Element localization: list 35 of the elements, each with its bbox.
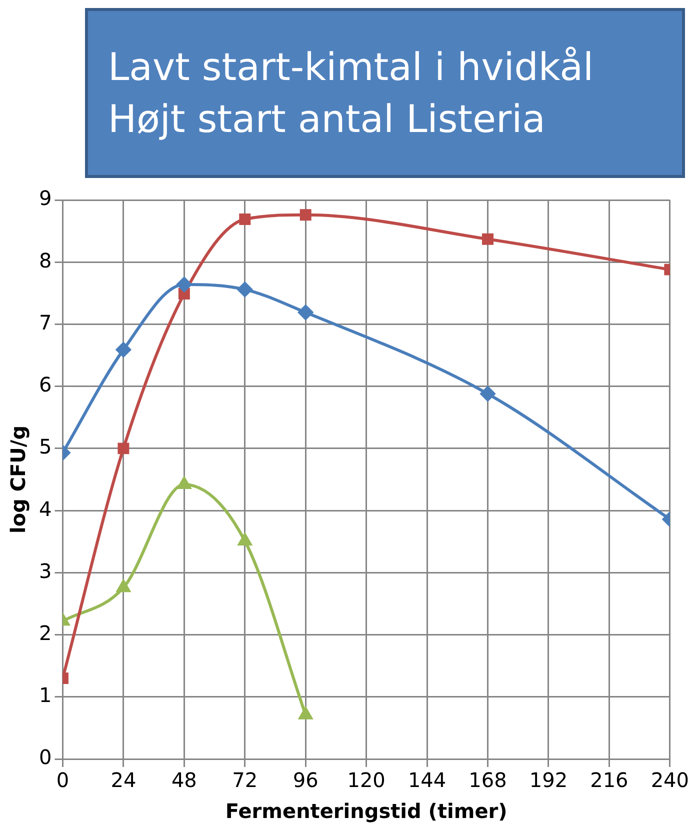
point	[298, 707, 312, 720]
x-tick-label: 192	[529, 768, 568, 792]
y-tick-label: 5	[38, 434, 52, 459]
x-tick-label: 72	[232, 768, 258, 792]
point	[300, 209, 312, 221]
x-tick-label: 216	[590, 768, 628, 792]
x-tick-label: 144	[408, 768, 446, 792]
x-tick-label: 120	[347, 768, 386, 792]
point	[176, 276, 192, 292]
point	[298, 304, 314, 320]
y-tick-label: 2	[38, 620, 52, 645]
point	[177, 476, 191, 489]
x-tick-label: 96	[292, 768, 318, 792]
y-tick-label: 3	[38, 558, 52, 583]
point	[116, 342, 131, 358]
y-axis-title: log CFU/g	[6, 425, 30, 534]
chart-title: Lavt start-kimtal i hvidkål Højt start antal Listeria	[85, 8, 685, 178]
point	[238, 533, 252, 546]
point	[239, 214, 251, 225]
y-tick-label: 6	[38, 372, 52, 397]
point	[116, 580, 130, 592]
point	[237, 282, 252, 297]
x-tick-label: 168	[468, 768, 507, 792]
x-tick-label: 240	[650, 768, 690, 792]
y-tick-label: 8	[38, 248, 52, 272]
y-tick-label: 4	[38, 496, 52, 521]
y-tick-label: 1	[38, 683, 52, 708]
x-tick-label: 24	[110, 768, 136, 792]
y-tick-label: 9	[38, 186, 52, 210]
x-axis-title: Fermenteringstid (timer)	[225, 799, 508, 824]
y-tick-label: 0	[38, 745, 52, 770]
x-tick-label: 48	[171, 768, 197, 792]
x-tick-label: 0	[56, 768, 70, 792]
y-tick-label: 7	[38, 310, 52, 334]
point	[118, 442, 130, 454]
